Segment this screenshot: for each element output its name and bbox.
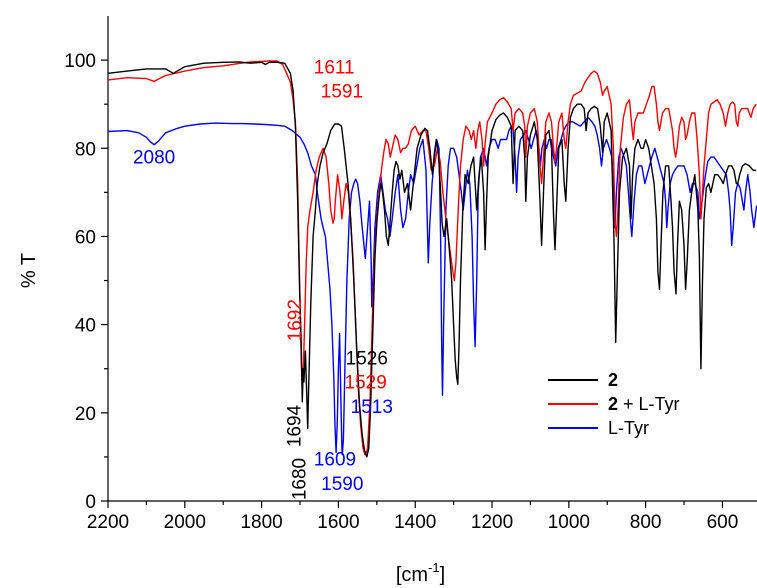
legend-label: L-Tyr <box>608 418 649 438</box>
peak-annotation: 1611 <box>314 57 355 78</box>
series-line <box>107 61 757 458</box>
y-axis-title: % T <box>18 253 40 288</box>
legend-label-bold: 2 <box>608 394 618 414</box>
y-tick-label: 20 <box>75 404 96 425</box>
x-axis-title-superscript: -1 <box>428 560 440 575</box>
x-tick-label: 1800 <box>240 512 282 533</box>
legend-label-bold: 2 <box>608 370 618 390</box>
tick-layer: 2200 2000 1800 1600 1400 1200 1000 800 600 0 20 40 6… <box>64 51 738 533</box>
peak-annotation: 1529 <box>345 373 387 394</box>
x-axis-title: [cm-1] <box>396 560 445 586</box>
peak-annotation: 1680 <box>290 458 311 500</box>
x-tick-label: 600 <box>707 512 739 533</box>
x-tick-label: 1000 <box>548 512 590 533</box>
peak-annotation: 2080 <box>133 148 175 169</box>
x-tick-label: 2200 <box>87 512 129 533</box>
plot-axes <box>107 16 757 502</box>
x-tick-label: 1400 <box>394 512 436 533</box>
y-tick-label: 40 <box>75 316 96 337</box>
x-axis-title-base: [cm <box>396 564 428 586</box>
x-tick-label: 1200 <box>471 512 513 533</box>
series-line <box>107 116 757 456</box>
legend-label-rest: L-Tyr <box>608 418 649 438</box>
peak-annotation: 1694 <box>284 404 305 447</box>
x-tick-label: 1600 <box>317 512 359 533</box>
annotation-layer: 1611 1591 2080 1692 1694 1680 1526 1529 1513 1609… <box>133 57 393 500</box>
x-tick-label: 2000 <box>164 512 206 533</box>
legend-label: 2 + L-Tyr <box>608 394 680 414</box>
x-axis-title-end: ] <box>440 564 446 586</box>
series-line <box>107 60 757 456</box>
legend-label-rest: + L-Tyr <box>618 394 680 414</box>
peak-annotation: 1526 <box>346 348 388 369</box>
y-tick-label: 0 <box>85 492 96 513</box>
y-tick-label: 60 <box>75 227 96 248</box>
peak-annotation: 1692 <box>285 299 306 341</box>
peak-annotation: 1513 <box>351 397 393 418</box>
series-layer <box>107 60 757 458</box>
y-tick-label: 100 <box>64 51 96 72</box>
peak-annotation: 1591 <box>321 82 363 103</box>
legend-label: 2 <box>608 370 618 390</box>
x-tick-label: 800 <box>630 512 662 533</box>
peak-annotation: 1590 <box>321 474 363 495</box>
y-tick-label: 80 <box>75 139 96 160</box>
peak-annotation: 1609 <box>314 450 356 471</box>
